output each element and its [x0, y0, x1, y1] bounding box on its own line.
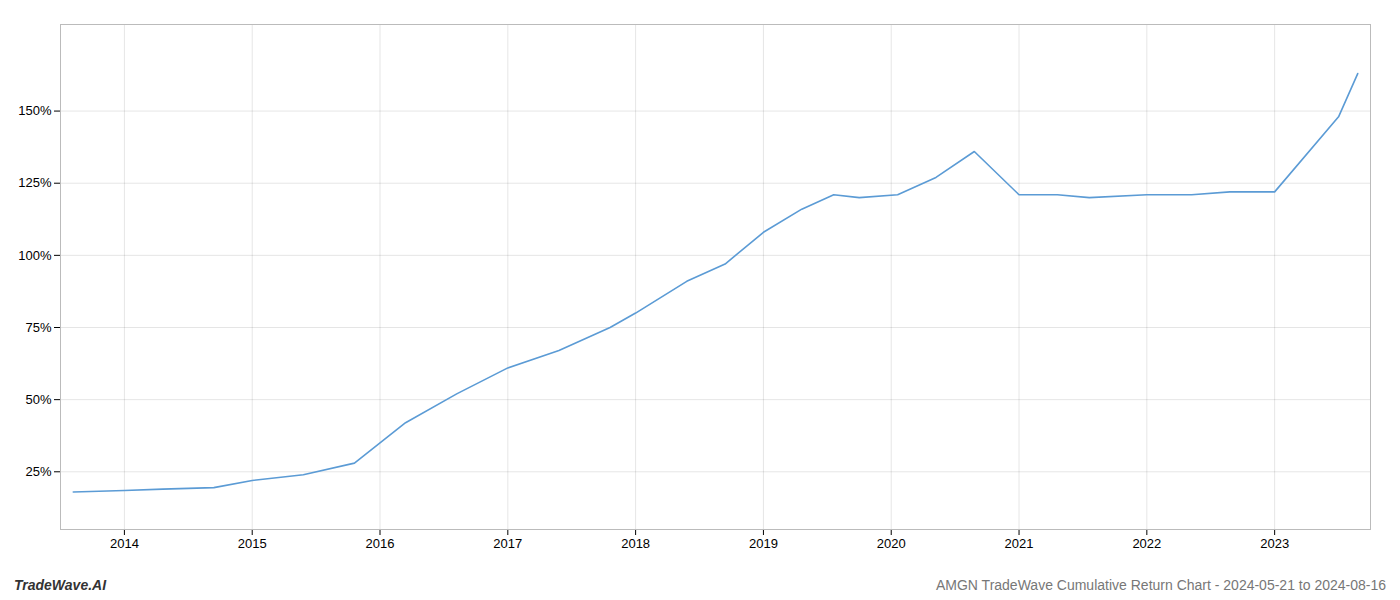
svg-text:2018: 2018 [621, 536, 650, 551]
svg-text:75%: 75% [25, 320, 51, 335]
svg-text:2017: 2017 [493, 536, 522, 551]
svg-text:50%: 50% [25, 392, 51, 407]
svg-text:2022: 2022 [1132, 536, 1161, 551]
svg-text:2014: 2014 [110, 536, 139, 551]
html-text:AMGN TradeWave Cumulative Retu: AMGN TradeWave Cumulative Return Chart -… [936, 577, 1386, 593]
svg-text:2016: 2016 [366, 536, 395, 551]
svg-text:2019: 2019 [749, 536, 778, 551]
svg-text:2015: 2015 [238, 536, 267, 551]
svg-text:125%: 125% [18, 175, 52, 190]
svg-text:2021: 2021 [1005, 536, 1034, 551]
svg-text:150%: 150% [18, 103, 52, 118]
svg-text:25%: 25% [25, 464, 51, 479]
html-text:TradeWave.AI: TradeWave.AI [14, 577, 107, 593]
svg-text:100%: 100% [18, 248, 52, 263]
svg-text:2023: 2023 [1260, 536, 1289, 551]
svg-text:2020: 2020 [877, 536, 906, 551]
